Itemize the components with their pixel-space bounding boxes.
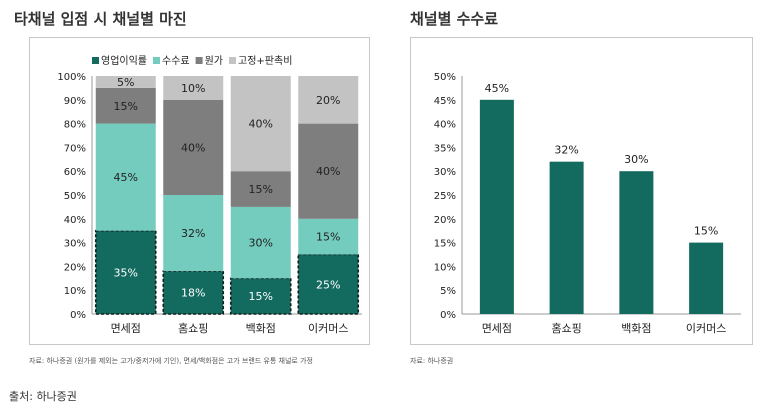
data-label: 30% — [624, 153, 648, 166]
right-chart-note: 자료: 하나증권 — [410, 357, 454, 365]
bar-segment — [230, 206, 291, 279]
data-label: 18% — [181, 287, 205, 300]
data-label: 35% — [114, 266, 138, 279]
data-label: 45% — [485, 82, 509, 95]
legend-swatch — [153, 57, 160, 64]
left-chart-title: 타채널 입점 시 채널별 마진 — [14, 10, 187, 28]
bar-segment — [298, 218, 359, 255]
legend-swatch — [195, 57, 203, 64]
y-tick-label: 0% — [70, 310, 86, 321]
y-tick-label: 40% — [434, 120, 456, 131]
right-chart-frame: 0% 5% 10% 15% 20% 25% 30% 35% 40% 45% 50% 45% 면세점 32%… — [410, 37, 753, 345]
y-tick-label: 100% — [57, 72, 86, 83]
y-tick-label: 80% — [64, 120, 86, 131]
left-chart-note: 자료: 하나증권 (원가를 제외는 고가/중저가에 기인), 면세/백화점은 고… — [29, 357, 313, 365]
bar-segment — [230, 171, 291, 207]
y-tick-label: 60% — [64, 167, 86, 178]
bar-segment — [95, 123, 156, 231]
y-tick-label: 30% — [434, 167, 456, 178]
bar-segment — [95, 87, 156, 124]
legend-label: 원가 — [205, 55, 223, 67]
bar-segment — [298, 123, 359, 219]
data-label: 45% — [114, 171, 138, 184]
x-tick-label: 면세점 — [482, 322, 512, 335]
legend-label: 영업이익률 — [101, 54, 147, 67]
y-tick-label: 20% — [434, 215, 456, 226]
data-label: 32% — [554, 144, 578, 157]
data-label: 40% — [316, 165, 340, 178]
bar-segment — [163, 76, 224, 100]
legend-label: 수수료 — [162, 55, 190, 67]
right-chart-title: 채널별 수수료 — [410, 10, 499, 28]
data-label: 15% — [114, 100, 138, 113]
y-tick-label: 20% — [64, 262, 86, 273]
y-tick-label: 90% — [64, 96, 86, 107]
bar-segment — [162, 270, 225, 315]
bar-segment — [163, 99, 224, 195]
data-label: 5% — [117, 76, 134, 89]
x-tick-label: 이커머스 — [686, 322, 726, 335]
bar-segment — [230, 76, 291, 172]
x-tick-label: 백화점 — [246, 322, 276, 335]
y-tick-label: 25% — [434, 191, 456, 202]
bar-segment — [229, 277, 292, 315]
bar-segment — [163, 195, 224, 272]
data-label: 15% — [249, 290, 273, 303]
y-tick-label: 5% — [440, 286, 456, 297]
data-label: 40% — [181, 141, 205, 154]
x-tick-label: 홈쇼핑 — [178, 321, 208, 335]
data-label: 10% — [181, 82, 205, 95]
legend-swatch — [229, 57, 237, 64]
y-tick-label: 70% — [64, 143, 86, 154]
data-label: 40% — [249, 118, 273, 131]
bar — [479, 99, 514, 314]
bar-segment — [297, 253, 360, 315]
data-label: 15% — [249, 183, 273, 196]
data-label: 25% — [316, 278, 340, 291]
bar — [619, 171, 654, 314]
bar-segment — [95, 76, 156, 88]
y-tick-label: 45% — [434, 96, 456, 107]
legend-swatch — [92, 57, 99, 64]
y-tick-label: 50% — [434, 72, 456, 83]
source-line: 출처: 하나증권 — [9, 390, 77, 403]
data-label: 20% — [316, 94, 340, 107]
y-tick-label: 15% — [434, 239, 456, 250]
bar — [689, 242, 724, 314]
y-tick-label: 0% — [440, 310, 456, 321]
y-tick-label: 50% — [64, 191, 86, 202]
bar — [549, 161, 584, 314]
x-tick-label: 홈쇼핑 — [551, 321, 581, 335]
y-tick-label: 35% — [434, 143, 456, 154]
y-tick-label: 10% — [434, 262, 456, 273]
bar-chart: 0% 5% 10% 15% 20% 25% 30% 35% 40% 45% 50% 45% 면세점 32%… — [434, 72, 741, 335]
bar-segment — [298, 76, 359, 124]
y-tick-label: 40% — [64, 215, 86, 226]
data-label: 15% — [316, 231, 340, 244]
legend-label: 고정+판촉비 — [238, 55, 292, 67]
data-label: 32% — [181, 227, 205, 240]
x-tick-label: 백화점 — [621, 322, 651, 335]
y-tick-label: 10% — [64, 286, 86, 297]
left-chart-frame: 영업이익률 수수료 원가 고정+판촉비 0% 10% 20% 30% 40% 50% 60% 70% 8… — [29, 37, 370, 345]
stacked-bar-chart: 영업이익률 수수료 원가 고정+판촉비 0% 10% 20% 30% 40% 50% 60% 70% 8… — [57, 54, 362, 335]
data-label: 30% — [249, 237, 273, 250]
x-tick-label: 이커머스 — [308, 322, 348, 335]
x-tick-label: 면세점 — [111, 322, 141, 335]
data-label: 15% — [694, 225, 718, 238]
y-tick-label: 30% — [64, 239, 86, 250]
